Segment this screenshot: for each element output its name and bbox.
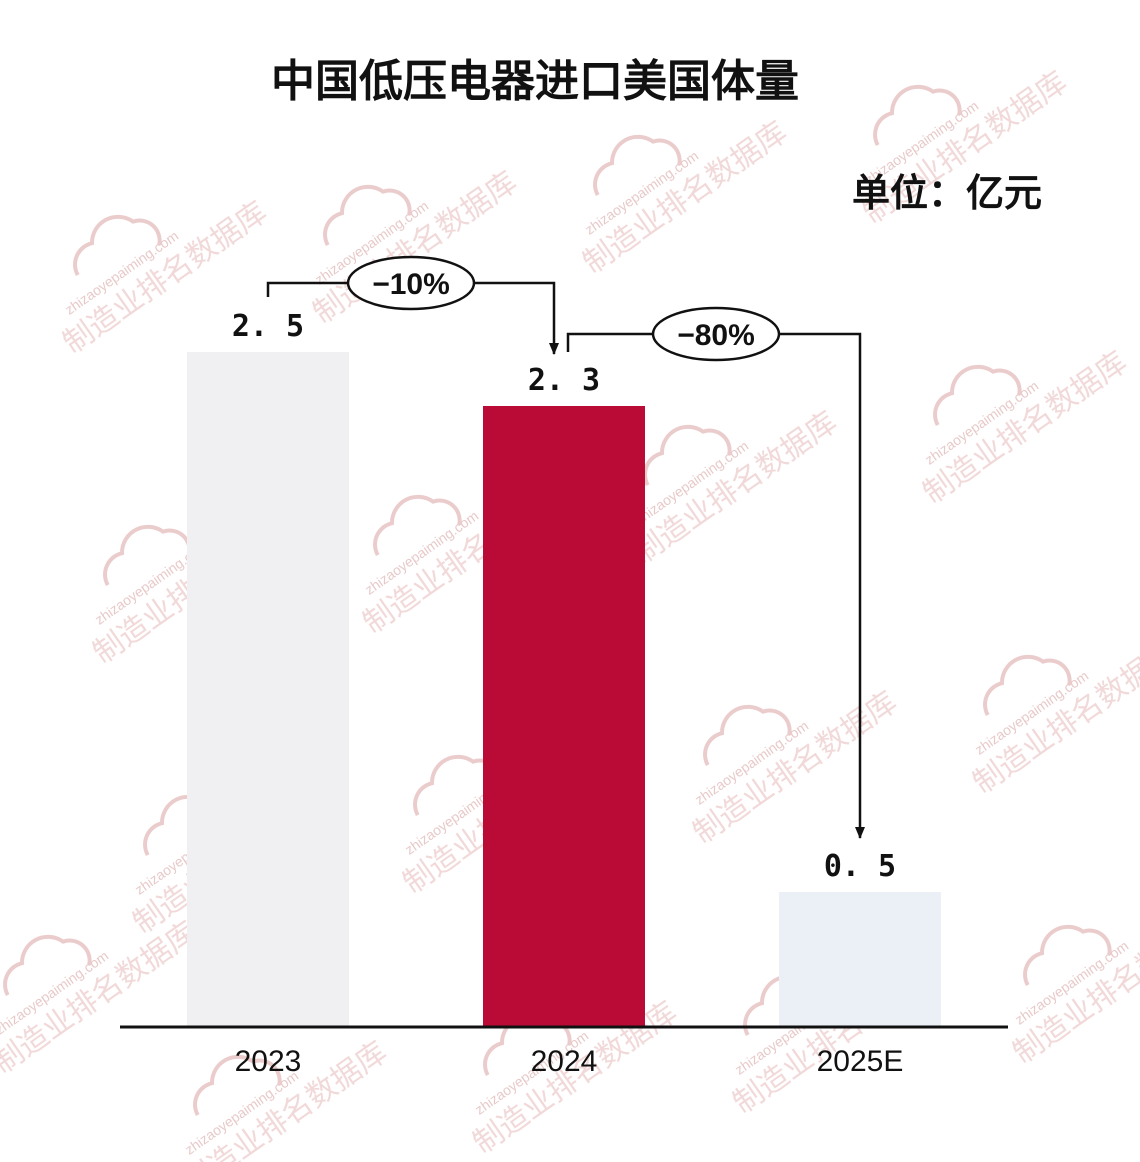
change-label-2: −80% xyxy=(677,319,755,352)
tick-label-group: 2023 2024 2025E xyxy=(235,1045,904,1078)
value-label-group: 2. 5 2. 3 0. 5 xyxy=(232,309,896,884)
x-tick-label-2025E: 2025E xyxy=(817,1045,904,1078)
bar-2025E xyxy=(779,892,941,1027)
watermark-cloud-icon xyxy=(983,654,1072,717)
change-badge-1 xyxy=(346,255,476,311)
watermark-cloud-icon xyxy=(933,364,1022,427)
x-tick-label-2024: 2024 xyxy=(531,1045,598,1078)
watermark-cloud-icon xyxy=(593,134,682,197)
watermark-cloud-icon xyxy=(1023,924,1112,987)
value-label-2025E: 0. 5 xyxy=(824,849,896,884)
watermark-cloud-icon xyxy=(373,494,462,557)
watermark-cloud-icon xyxy=(643,424,732,487)
bar-2023 xyxy=(187,352,349,1027)
value-label-2024: 2. 3 xyxy=(528,363,600,398)
value-label-2023: 2. 5 xyxy=(232,309,304,344)
bar-group xyxy=(187,352,941,1027)
change-badge-2 xyxy=(651,306,781,362)
watermark-text: 制造业排名数据库 xyxy=(687,685,904,851)
watermark-cloud-icon xyxy=(3,934,92,997)
watermark-cloud-icon xyxy=(193,1054,282,1117)
watermark-cloud-icon xyxy=(873,84,962,147)
watermark-text: 制造业排名数据库 xyxy=(577,115,794,281)
x-tick-label-2023: 2023 xyxy=(235,1045,302,1078)
watermark-text: 制造业排名数据库 xyxy=(917,345,1134,511)
chart-title: 中国低压电器进口美国体量 xyxy=(271,56,799,107)
change-label-1: −10% xyxy=(372,268,450,301)
bar-2024 xyxy=(483,406,645,1027)
watermark-text: 制造业排名数据库 xyxy=(627,405,844,571)
change-annotation-group: −10% −80% xyxy=(266,255,865,839)
watermark-cloud-icon xyxy=(73,214,162,277)
watermark-cloud-icon xyxy=(703,704,792,767)
unit-label: 单位：亿元 xyxy=(852,171,1042,215)
watermark-cloud-icon xyxy=(103,524,192,587)
watermark-cloud-icon xyxy=(323,184,412,247)
